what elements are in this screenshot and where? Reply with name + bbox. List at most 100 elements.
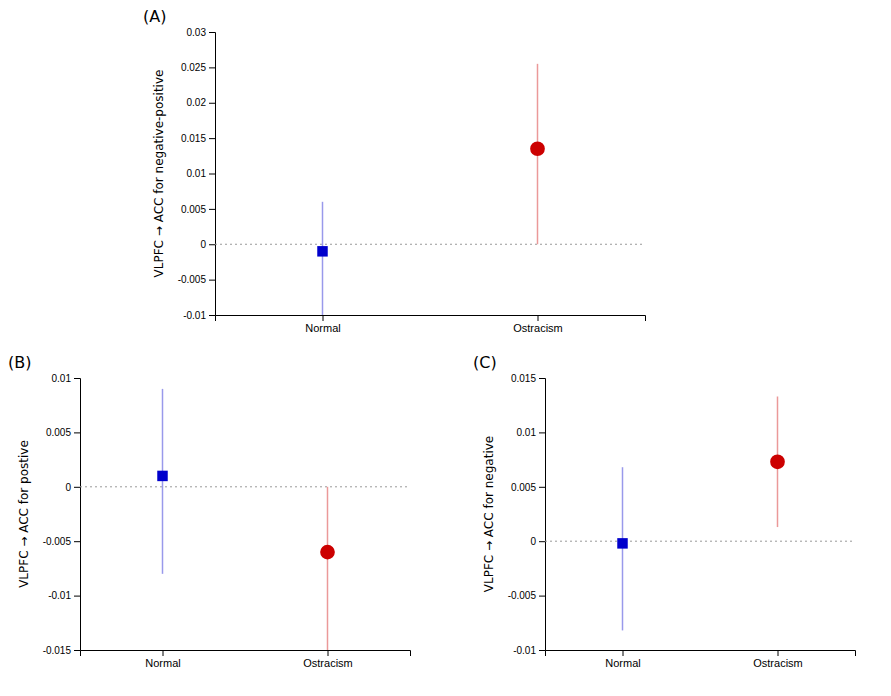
x-axis-line (81, 651, 411, 657)
zero-line (80, 486, 410, 487)
figure: -0.01-0.00500.0050.010.0150.020.0250.03N… (0, 0, 891, 696)
x-tick-mark (323, 315, 324, 321)
zero-line (215, 244, 645, 245)
y-tick-mark (539, 378, 545, 379)
error-bar (162, 389, 164, 574)
x-axis-line (546, 651, 856, 657)
y-tick: -0.01 (183, 310, 215, 321)
y-tick: 0.005 (511, 482, 545, 493)
y-tick-label: 0 (65, 482, 71, 493)
point (320, 545, 335, 560)
y-axis-title: VLPFC → ACC for negative-positive (152, 70, 166, 278)
error-bar (322, 202, 324, 315)
y-tick-label: -0.015 (43, 645, 72, 656)
y-axis: -0.01-0.00500.0050.010.0150.020.0250.03 (178, 27, 216, 321)
y-tick-mark (209, 244, 215, 245)
y-tick-label: -0.01 (513, 645, 536, 656)
y-tick: 0.01 (517, 427, 545, 438)
y-tick-mark (209, 103, 215, 104)
y-tick-label: 0.01 (187, 168, 207, 179)
error-bars (163, 389, 328, 650)
y-tick: -0.005 (508, 590, 545, 601)
x-tick-mark (538, 315, 539, 321)
y-axis-line (209, 33, 216, 316)
y-tick-label: 0.01 (52, 373, 72, 384)
y-axis-line (539, 379, 546, 651)
y-tick-mark (209, 315, 215, 316)
error-bar (327, 487, 329, 650)
plot-area (545, 396, 855, 630)
x-tick-label: Ostracism (303, 657, 353, 669)
y-tick-mark (74, 487, 80, 488)
y-tick-mark (74, 596, 80, 597)
y-tick: 0.01 (52, 373, 80, 384)
y-tick-mark (539, 487, 545, 488)
y-tick-label: 0.005 (511, 482, 536, 493)
panel: -0.015 -0.01 -0.005 0 0.005 0.01 Normal Ostraci… (8, 353, 411, 669)
y-tick-mark (539, 596, 545, 597)
y-tick-label: -0.01 (48, 590, 71, 601)
y-axis-title: VLPFC → ACC for postive (17, 440, 31, 588)
y-tick-mark (539, 432, 545, 433)
x-tick-label: Normal (145, 657, 180, 669)
y-tick-label: 0.025 (181, 62, 206, 73)
y-tick: 0.005 (46, 427, 80, 438)
x-tick: Normal (305, 315, 340, 334)
y-tick: 0.015 (181, 133, 215, 144)
y-tick: -0.01 (513, 645, 545, 656)
y-tick: -0.01 (48, 590, 80, 601)
y-tick-mark (74, 650, 80, 651)
y-tick-label: -0.01 (183, 310, 206, 321)
x-tick: Ostracism (303, 650, 353, 669)
y-tick: 0.015 (511, 373, 545, 384)
y-tick: 0 (200, 239, 215, 250)
y-tick: 0 (530, 536, 545, 547)
y-tick-label: -0.005 (508, 590, 537, 601)
y-tick-label: 0.005 (46, 427, 71, 438)
y-tick-mark (74, 541, 80, 542)
panel-label: (B) (8, 353, 31, 372)
y-tick-mark (539, 650, 545, 651)
x-axis: NormalOstracism (546, 650, 856, 669)
x-tick: Normal (145, 650, 180, 669)
points (157, 471, 335, 560)
error-bars (323, 64, 538, 315)
y-tick-mark (209, 280, 215, 281)
y-tick-label: -0.005 (43, 536, 72, 547)
y-tick-mark (539, 541, 545, 542)
y-tick-label: 0.02 (187, 97, 207, 108)
y-tick-label: -0.005 (178, 274, 207, 285)
x-tick: Ostracism (753, 650, 803, 669)
error-bars (623, 396, 778, 630)
y-axis-title: VLPFC → ACC for negative (482, 436, 496, 592)
plot-area (215, 64, 645, 315)
x-axis: Normal Ostracism (81, 650, 411, 669)
points (317, 141, 545, 256)
x-tick: Ostracism (513, 315, 563, 334)
y-tick: 0 (65, 482, 80, 493)
y-tick-mark (74, 432, 80, 433)
plot-area (80, 389, 410, 650)
y-tick-label: 0.015 (181, 133, 206, 144)
y-tick-label: 0.01 (517, 427, 537, 438)
x-tick-mark (778, 650, 779, 656)
y-tick-mark (209, 67, 215, 68)
points (617, 454, 785, 548)
x-tick-mark (163, 650, 164, 656)
x-tick-mark (328, 650, 329, 656)
y-tick: -0.005 (178, 274, 215, 285)
zero-line (545, 541, 855, 542)
panel-label: (C) (473, 353, 497, 372)
point (617, 538, 627, 548)
y-tick: 0.005 (181, 204, 215, 215)
x-tick-label: Normal (305, 322, 340, 334)
y-tick-label: 0.005 (181, 204, 206, 215)
y-tick: 0.025 (181, 62, 215, 73)
x-tick-label: Ostracism (513, 322, 563, 334)
y-tick-label: 0.015 (511, 373, 536, 384)
y-tick-label: 0 (530, 536, 536, 547)
y-axis-line (74, 379, 81, 651)
y-tick: -0.015 (43, 645, 80, 656)
x-tick-mark (623, 650, 624, 656)
y-tick: 0.02 (187, 97, 215, 108)
